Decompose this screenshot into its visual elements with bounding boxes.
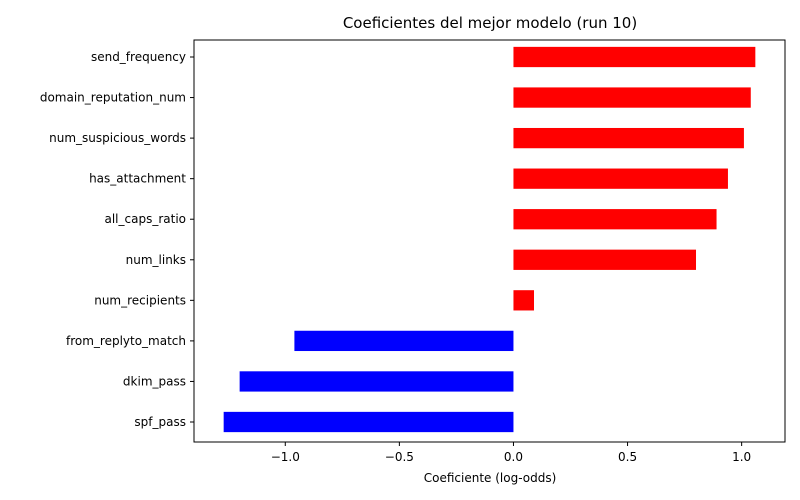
y-axis: send_frequency domain_reputation_num num_s… [40,50,194,429]
bar-spf_pass [223,411,514,433]
plot-frame [193,39,786,443]
y-tick-label: all_caps_ratio [104,212,186,226]
x-tick-label: 0.5 [618,450,637,464]
y-tick-label: num_recipients [94,293,186,307]
chart-title: Coeficientes del mejor modelo (run 10) [343,14,637,32]
bar-send_frequency [513,46,756,68]
y-tick-label: has_attachment [89,172,186,186]
y-tick-label: spf_pass [134,415,186,429]
bars-layer [223,46,756,433]
y-tick-label: domain_reputation_num [40,91,186,105]
bar-from_replyto_match [294,330,514,352]
y-tick-label: dkim_pass [123,374,186,388]
x-tick-label: −1.0 [271,450,300,464]
bar-has_attachment [513,168,728,189]
x-tick-label: 1.0 [732,450,751,464]
y-tick-label: from_replyto_match [66,334,186,348]
x-axis-label: Coeficiente (log-odds) [424,471,557,485]
x-tick-label: 0.0 [504,450,523,464]
y-tick-label: num_links [126,253,186,267]
x-axis: −1.0 −0.5 0.0 0.5 1.0 [271,442,751,464]
bar-dkim_pass [239,371,514,392]
bar-num_links [513,249,697,270]
y-tick-label: send_frequency [91,50,186,64]
bar-domain_reputation_num [513,87,751,108]
x-tick-label: −0.5 [385,450,414,464]
y-tick-label: num_suspicious_words [49,131,186,145]
bar-num_suspicious_words [513,127,744,149]
bar-all_caps_ratio [513,209,717,230]
bar-num_recipients [513,290,534,311]
